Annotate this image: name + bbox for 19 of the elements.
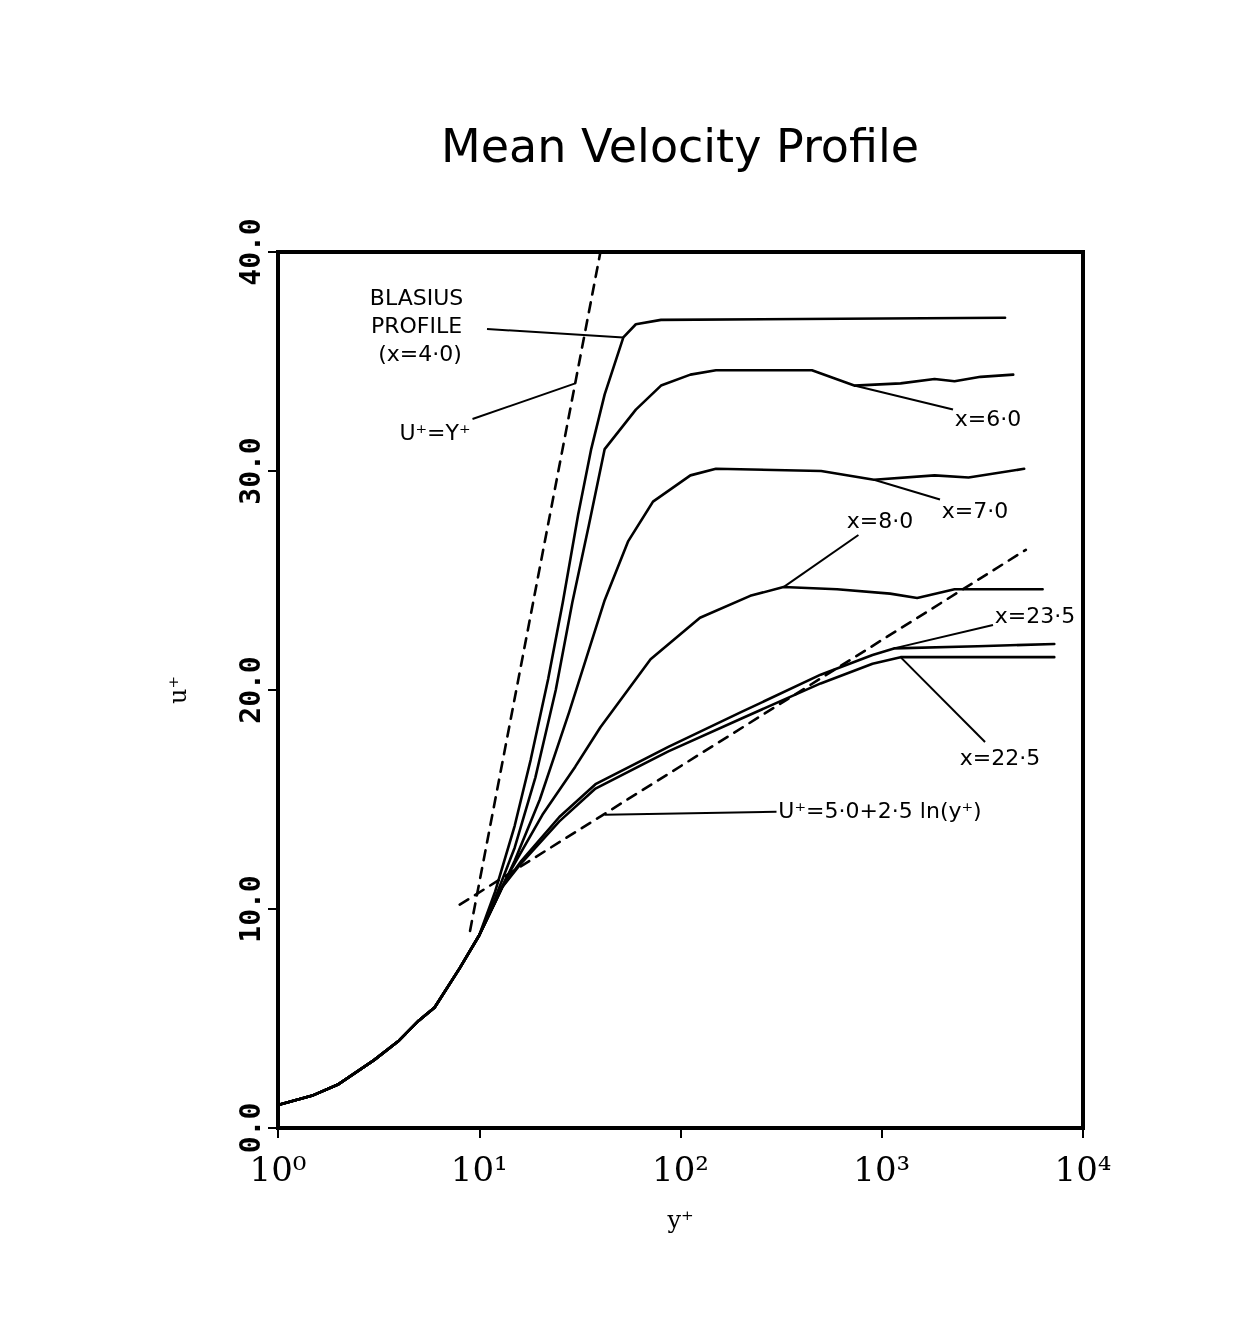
- annotation: x=6·0: [954, 405, 1022, 431]
- annotation: BLASIUS PROFILE (x=4·0): [369, 284, 471, 366]
- y-tick-label: 10.0: [233, 875, 267, 943]
- y-tick-label: 20.0: [233, 656, 267, 724]
- x-tick-label: 10⁴: [1054, 1149, 1112, 1189]
- annotation: U⁺=Y⁺: [399, 419, 471, 445]
- x-axis-title: y⁺: [666, 1206, 694, 1234]
- x-tick-label: 10¹: [450, 1149, 508, 1189]
- x-tick-label: 10²: [652, 1149, 709, 1189]
- annotation: U⁺=5·0+2·5 ln(y⁺): [778, 797, 982, 823]
- annotation: x=23·5: [994, 602, 1076, 628]
- annotation: x=8·0: [846, 507, 914, 533]
- chart-title: Mean Velocity Profile: [440, 119, 920, 173]
- x-tick-label: 10³: [853, 1149, 911, 1189]
- y-tick-label: 40.0: [233, 218, 267, 286]
- annotation: x=22·5: [959, 744, 1041, 770]
- y-tick-label: 30.0: [233, 437, 267, 505]
- y-axis-title: u⁺: [164, 675, 192, 705]
- annotation: x=7·0: [941, 497, 1009, 523]
